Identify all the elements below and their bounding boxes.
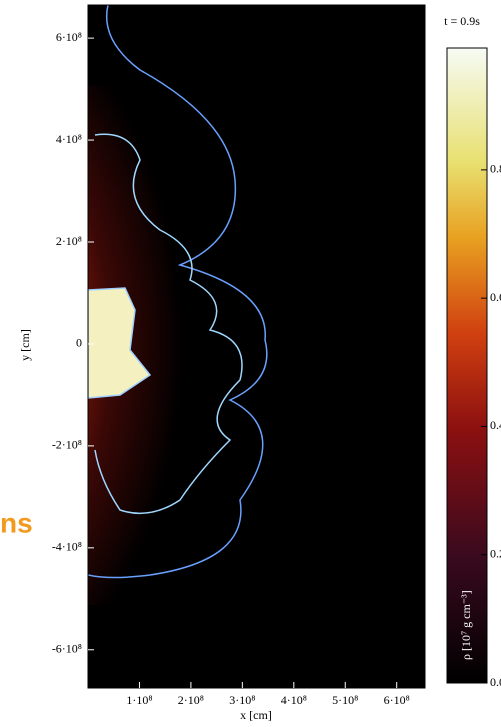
plot-frame <box>87 4 426 689</box>
simulation-image <box>88 5 425 688</box>
x-axis-label: x [cm] <box>240 708 272 722</box>
colorbar-tick-label: 0.4 <box>490 418 501 432</box>
colorbar-label: ρ [10⁷ g cm⁻³] <box>459 590 473 660</box>
colorbar <box>446 47 488 684</box>
x-tick-label: 6·10⁸ <box>384 693 410 707</box>
y-tick-label: 4·10⁸ <box>56 132 82 146</box>
x-tick-label: 1·10⁸ <box>126 693 152 707</box>
y-tick-label: -4·10⁸ <box>52 540 82 554</box>
x-tick-label: 2·10⁸ <box>178 693 204 707</box>
y-tick-label: 6·10⁸ <box>56 30 82 44</box>
title: t = 0.9s <box>444 14 480 28</box>
y-tick-label: 0 <box>76 336 82 350</box>
y-tick-label: 2·10⁸ <box>56 234 82 248</box>
overlay-text: ns <box>0 507 33 538</box>
x-tick-label: 5·10⁸ <box>332 693 358 707</box>
x-tick-label: 3·10⁸ <box>229 693 255 707</box>
colorbar-tick-label: 0.2 <box>490 546 501 560</box>
y-tick-label: -6·10⁸ <box>52 642 82 656</box>
y-tick-label: -2·10⁸ <box>52 438 82 452</box>
x-tick-label: 4·10⁸ <box>281 693 307 707</box>
colorbar-tick-label: 0.8 <box>490 162 501 176</box>
colorbar-tick-label: 0.0 <box>490 675 501 689</box>
y-axis-label: y [cm] <box>18 329 32 361</box>
colorbar-tick-label: 0.6 <box>490 290 501 304</box>
